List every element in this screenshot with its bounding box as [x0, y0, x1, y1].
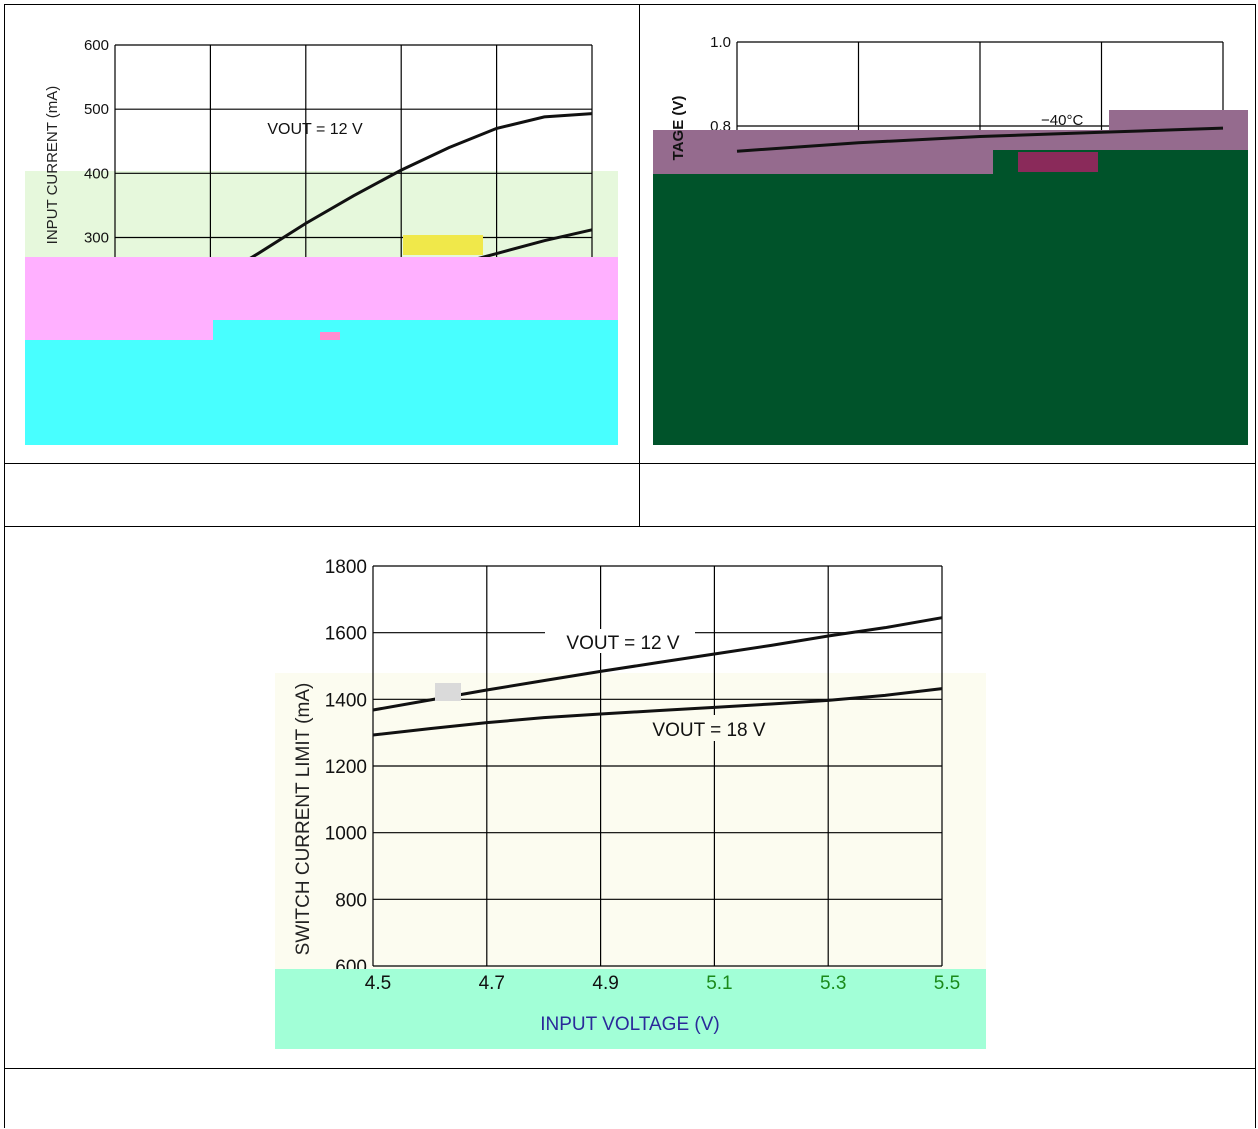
- y-tick-label: 1200: [325, 757, 367, 778]
- series-label: VOUT = 18 V: [652, 720, 766, 741]
- y-axis-label: SWITCH CURRENT LIMIT (mA): [293, 683, 314, 956]
- series-group: [372, 616, 943, 737]
- table-border-left: [4, 4, 5, 1128]
- y-tick-label: 500: [84, 101, 109, 118]
- series-line-0: [736, 126, 1224, 153]
- series-label: −40°C: [1041, 112, 1083, 129]
- overlay-band: [213, 320, 618, 340]
- series-label-bg: [635, 715, 785, 741]
- y-tick-label: 800: [335, 890, 367, 911]
- series-line-0: [372, 616, 943, 712]
- x-tick-labels: 4.5 4.7 4.9 5.1 5.3 5.5: [365, 973, 960, 994]
- x-tick-label: 4.5: [365, 973, 391, 994]
- y-tick-labels: 600 500 400 300: [84, 37, 109, 247]
- y-tick-label: 400: [84, 165, 109, 182]
- input-current-chart: 600 500 400 300 VOUT = 12 V INPUT CURRENT (…: [25, 37, 618, 445]
- x-axis-label: INPUT VOLTAGE (V): [540, 1014, 719, 1035]
- table-divider: [4, 463, 1256, 464]
- chart-grid: [372, 565, 943, 967]
- noise-block: [1018, 152, 1098, 172]
- table-border-top: [4, 4, 1256, 5]
- voltage-chart: 1.00.8 −40°C TAGE (V): [653, 34, 1248, 445]
- y-axis-label: TAGE (V): [670, 96, 687, 161]
- document-table: [4, 4, 1256, 1128]
- x-tick-label: 4.9: [592, 973, 618, 994]
- overlay-band: [653, 174, 1248, 445]
- overlay-band: [25, 320, 213, 340]
- y-tick-labels: 1.00.8: [710, 34, 731, 135]
- series-group: [736, 126, 1224, 153]
- series-label: VOUT = 12 V: [267, 121, 363, 138]
- series-label-bg: [545, 629, 695, 653]
- table-divider: [4, 526, 1256, 527]
- y-tick-label: 1000: [325, 824, 367, 845]
- x-tick-label: 5.3: [820, 973, 846, 994]
- overlay-band: [25, 340, 618, 445]
- chart-background: [275, 673, 986, 969]
- y-tick-label: 1800: [325, 557, 367, 578]
- noise-block: [403, 235, 483, 255]
- table-border-right: [1255, 4, 1256, 1128]
- overlay-band: [1109, 110, 1248, 130]
- overlay-band: [25, 257, 618, 320]
- table-divider: [4, 1068, 1256, 1069]
- overlay-band: [575, 969, 986, 999]
- noise-block: [320, 332, 340, 340]
- y-tick-label: 1400: [325, 690, 367, 711]
- y-axis-label: INPUT CURRENT (mA): [44, 86, 61, 245]
- series-line-1: [372, 687, 943, 737]
- x-tick-label: 5.1: [706, 973, 732, 994]
- table-divider-vertical: [639, 4, 640, 526]
- x-tick-label: 5.5: [934, 973, 960, 994]
- y-tick-label: 600: [84, 37, 109, 54]
- y-tick-label: 300: [84, 230, 109, 247]
- series-label: VOUT = 12 V: [566, 633, 680, 654]
- y-tick-label: 1.0: [710, 34, 731, 51]
- y-tick-label: 1600: [325, 624, 367, 645]
- noise-block: [435, 683, 461, 701]
- x-tick-label: 4.7: [479, 973, 505, 994]
